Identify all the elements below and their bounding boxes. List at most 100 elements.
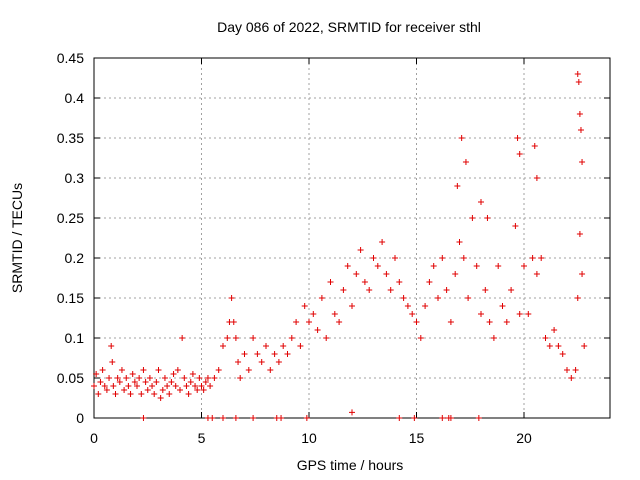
data-point <box>443 287 450 293</box>
data-point <box>473 263 480 269</box>
data-point <box>413 319 420 325</box>
data-point <box>166 391 173 397</box>
data-point <box>422 303 429 309</box>
data-point <box>204 375 211 381</box>
data-point <box>284 351 291 357</box>
data-point <box>108 343 115 349</box>
data-point <box>303 415 310 421</box>
data-point <box>232 335 239 341</box>
data-point <box>207 383 214 389</box>
data-point <box>254 351 261 357</box>
data-point <box>267 367 274 373</box>
data-point <box>189 371 196 377</box>
data-point <box>164 383 171 389</box>
data-point <box>439 415 446 421</box>
y-tick-label: 0.05 <box>57 370 84 386</box>
data-point <box>172 383 179 389</box>
y-ticks: 0 0.05 0.1 0.15 0.2 0.25 0.3 0.35 0.4 0.45 <box>57 50 610 426</box>
data-point <box>525 311 532 317</box>
data-point <box>179 335 186 341</box>
data-point <box>572 367 579 373</box>
data-point <box>435 295 441 301</box>
data-point <box>323 335 330 341</box>
data-point <box>109 359 116 365</box>
x-tick-label: 10 <box>301 430 317 446</box>
data-point <box>202 379 209 385</box>
x-tick-label: 20 <box>516 430 532 446</box>
data-point <box>452 271 459 277</box>
data-point <box>533 175 540 181</box>
data-point <box>151 391 158 397</box>
data-point <box>447 319 454 325</box>
data-point <box>129 371 136 377</box>
data-point <box>366 287 373 293</box>
data-point <box>456 239 463 245</box>
data-point <box>149 383 156 389</box>
data-point <box>183 383 190 389</box>
data-point <box>271 351 278 357</box>
data-point <box>228 295 235 301</box>
data-point <box>95 391 102 397</box>
data-point <box>581 343 588 349</box>
data-point <box>293 319 300 325</box>
data-point <box>157 395 164 401</box>
data-point <box>490 335 497 341</box>
data-point <box>310 311 317 317</box>
data-point <box>125 383 132 389</box>
x-ticks: 0 5 10 15 20 <box>90 58 532 446</box>
data-point <box>280 343 287 349</box>
data-point <box>564 367 570 373</box>
data-point <box>144 387 151 393</box>
data-point <box>168 379 175 385</box>
data-point <box>516 311 523 317</box>
data-point <box>478 199 484 205</box>
data-point <box>454 183 461 189</box>
data-point <box>245 367 252 373</box>
data-point <box>153 379 160 385</box>
data-point <box>232 415 239 421</box>
data-point <box>224 335 231 341</box>
data-point <box>458 135 465 141</box>
plot-frame <box>93 57 611 419</box>
data-point <box>577 127 584 133</box>
data-point <box>181 375 188 381</box>
data-point <box>576 231 583 237</box>
data-point <box>340 287 347 293</box>
data-point <box>114 375 121 381</box>
data-point <box>118 367 125 373</box>
data-point <box>559 351 566 357</box>
data-point <box>327 279 334 285</box>
data-point <box>198 383 205 389</box>
data-point <box>508 287 515 293</box>
data-point <box>121 387 128 393</box>
data-point <box>486 319 493 325</box>
x-tick-label: 15 <box>409 430 425 446</box>
data-point <box>417 335 424 341</box>
data-point <box>579 159 586 165</box>
data-point <box>250 415 257 421</box>
data-point <box>258 359 265 365</box>
data-point <box>542 335 549 341</box>
data-point <box>155 367 162 373</box>
data-point <box>209 415 216 421</box>
data-point <box>503 319 510 325</box>
data-point <box>211 375 218 381</box>
data-point <box>194 387 201 393</box>
data-point <box>288 335 295 341</box>
data-point <box>220 343 226 349</box>
data-point <box>331 311 338 317</box>
data-point <box>439 255 446 261</box>
chart-title: Day 086 of 2022, SRMTID for receiver sth… <box>217 19 481 35</box>
y-tick-label: 0.35 <box>57 130 84 146</box>
data-point <box>263 343 269 349</box>
data-point <box>374 263 381 269</box>
data-point <box>396 415 403 421</box>
data-point <box>357 247 364 253</box>
x-axis-label: GPS time / hours <box>297 457 404 473</box>
data-point <box>112 391 119 397</box>
data-point <box>462 159 469 165</box>
y-tick-label: 0.45 <box>57 50 84 66</box>
data-point <box>275 359 282 365</box>
data-point <box>361 279 368 285</box>
